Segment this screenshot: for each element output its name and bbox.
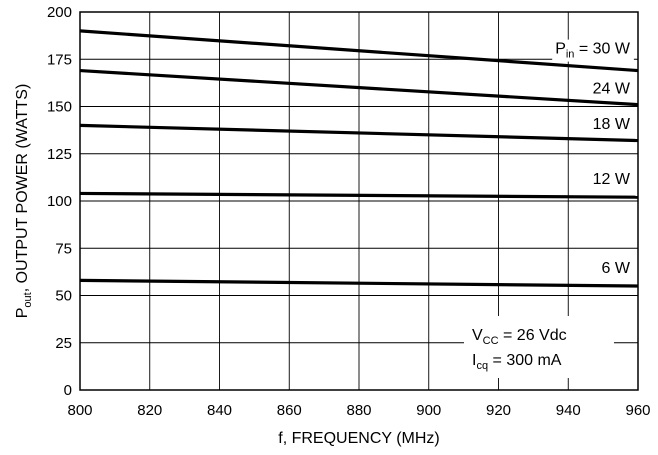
x-tick-label: 920 <box>486 402 511 419</box>
x-tick-label: 800 <box>67 402 92 419</box>
x-tick-label: 900 <box>416 402 441 419</box>
y-tick-label: 25 <box>55 335 72 352</box>
series-label-background <box>589 115 634 135</box>
series-label-background <box>598 258 634 278</box>
plot-frame <box>79 11 639 391</box>
series-label-30w: Pin = 30 W <box>555 41 631 61</box>
y-axis-label: Pout, OUTPUT POWER (WATTS) <box>14 84 34 319</box>
y-tick-label: 175 <box>47 51 72 68</box>
y-tick-label: 100 <box>47 193 72 210</box>
y-tick-label: 50 <box>55 288 72 305</box>
vcc-annotation: VCC = 26 Vdc <box>472 327 567 347</box>
x-tick-label: 880 <box>346 402 371 419</box>
y-tick-label: 75 <box>55 240 72 257</box>
y-tick-label: 150 <box>47 99 72 116</box>
x-tick-label: 960 <box>625 402 650 419</box>
conditions-annotation: VCC = 26 Vdc Icq = 300 mA <box>464 316 614 378</box>
series-line-30w <box>79 29 639 73</box>
x-axis-label: f, FREQUENCY (MHz) <box>278 430 439 447</box>
y-tick-label: 125 <box>47 146 72 163</box>
series-lines <box>79 29 639 288</box>
annotation-background <box>464 316 614 378</box>
series-line-24w <box>79 68 639 107</box>
icq-annotation: Icq = 300 mA <box>472 352 562 372</box>
series-label-background <box>589 79 634 99</box>
series-line-12w <box>79 191 639 199</box>
x-axis-ticks: 800 820 840 860 880 900 920 940 960 <box>67 402 650 419</box>
series-label-18w: 18 W <box>593 116 631 133</box>
y-axis-ticks: 0 25 50 75 100 125 150 175 200 <box>47 4 72 399</box>
x-tick-label: 940 <box>556 402 581 419</box>
series-label-12w: 12 W <box>593 171 631 188</box>
series-label-24w: 24 W <box>593 80 631 97</box>
series-label-background <box>589 169 634 189</box>
series-line-6w <box>79 278 639 288</box>
x-tick-label: 820 <box>137 402 162 419</box>
series-label-background <box>552 39 634 62</box>
y-tick-label: 0 <box>64 382 72 399</box>
series-labels: Pin = 30 W 24 W 18 W 12 W 6 W <box>552 39 634 278</box>
series-line-18w <box>79 123 639 143</box>
y-tick-label: 200 <box>47 4 72 21</box>
x-tick-label: 860 <box>277 402 302 419</box>
series-label-6w: 6 W <box>602 260 631 277</box>
x-tick-label: 840 <box>207 402 232 419</box>
